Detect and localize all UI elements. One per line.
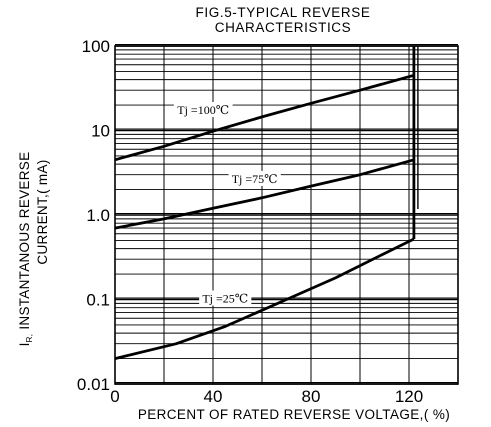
series-label-background	[199, 290, 252, 306]
y-axis-label-line1: INSTANTANOUS REVERSE	[17, 152, 32, 330]
plot-frame	[114, 45, 459, 385]
y-tick-label: 0.01	[77, 375, 110, 394]
series-line	[114, 73, 415, 162]
chart-series	[114, 46, 419, 360]
chart-tick-labels: 0.01 0.1 1.0 10 100 0 40 80 120	[77, 37, 423, 406]
y-axis-label: IR, INSTANTANOUS REVERSE	[17, 152, 34, 347]
x-axis-label: PERCENT OF RATED REVERSE VOLTAGE,( %)	[138, 407, 450, 422]
svg-text:IR, INSTANTANOUS REVERSE: IR, INSTANTANOUS REVERSE	[17, 152, 34, 347]
series-label: Tj =100℃	[177, 103, 229, 117]
x-tick-label: 120	[395, 387, 423, 406]
series-line	[114, 237, 415, 360]
x-tick-label: 0	[110, 387, 119, 406]
chart-grid	[115, 44, 458, 385]
series-label-background	[173, 102, 233, 118]
chart-title-line2: CHARACTERISTICS	[215, 20, 352, 35]
chart-title-line1: FIG.5-TYPICAL REVERSE	[196, 5, 371, 20]
x-tick-label: 80	[302, 387, 321, 406]
y-tick-label: 100	[82, 37, 110, 56]
y-tick-label: 0.1	[86, 291, 110, 310]
series-label: Tj =25℃	[202, 292, 248, 306]
y-axis-subscript: R,	[25, 334, 34, 343]
x-tick-label: 40	[204, 387, 223, 406]
y-tick-label: 10	[91, 122, 110, 141]
chart-series-labels: Tj =100℃ Tj =75℃ Tj =25℃	[173, 102, 281, 306]
y-tick-label: 1.0	[86, 206, 110, 225]
y-axis-symbol: I	[17, 342, 32, 346]
series-label-background	[228, 170, 281, 186]
series-label: Tj =75℃	[232, 172, 278, 186]
y-axis-label-line2: CURRENT,( mA)	[35, 159, 50, 264]
series-line	[114, 158, 415, 230]
chart-frame	[114, 45, 459, 385]
